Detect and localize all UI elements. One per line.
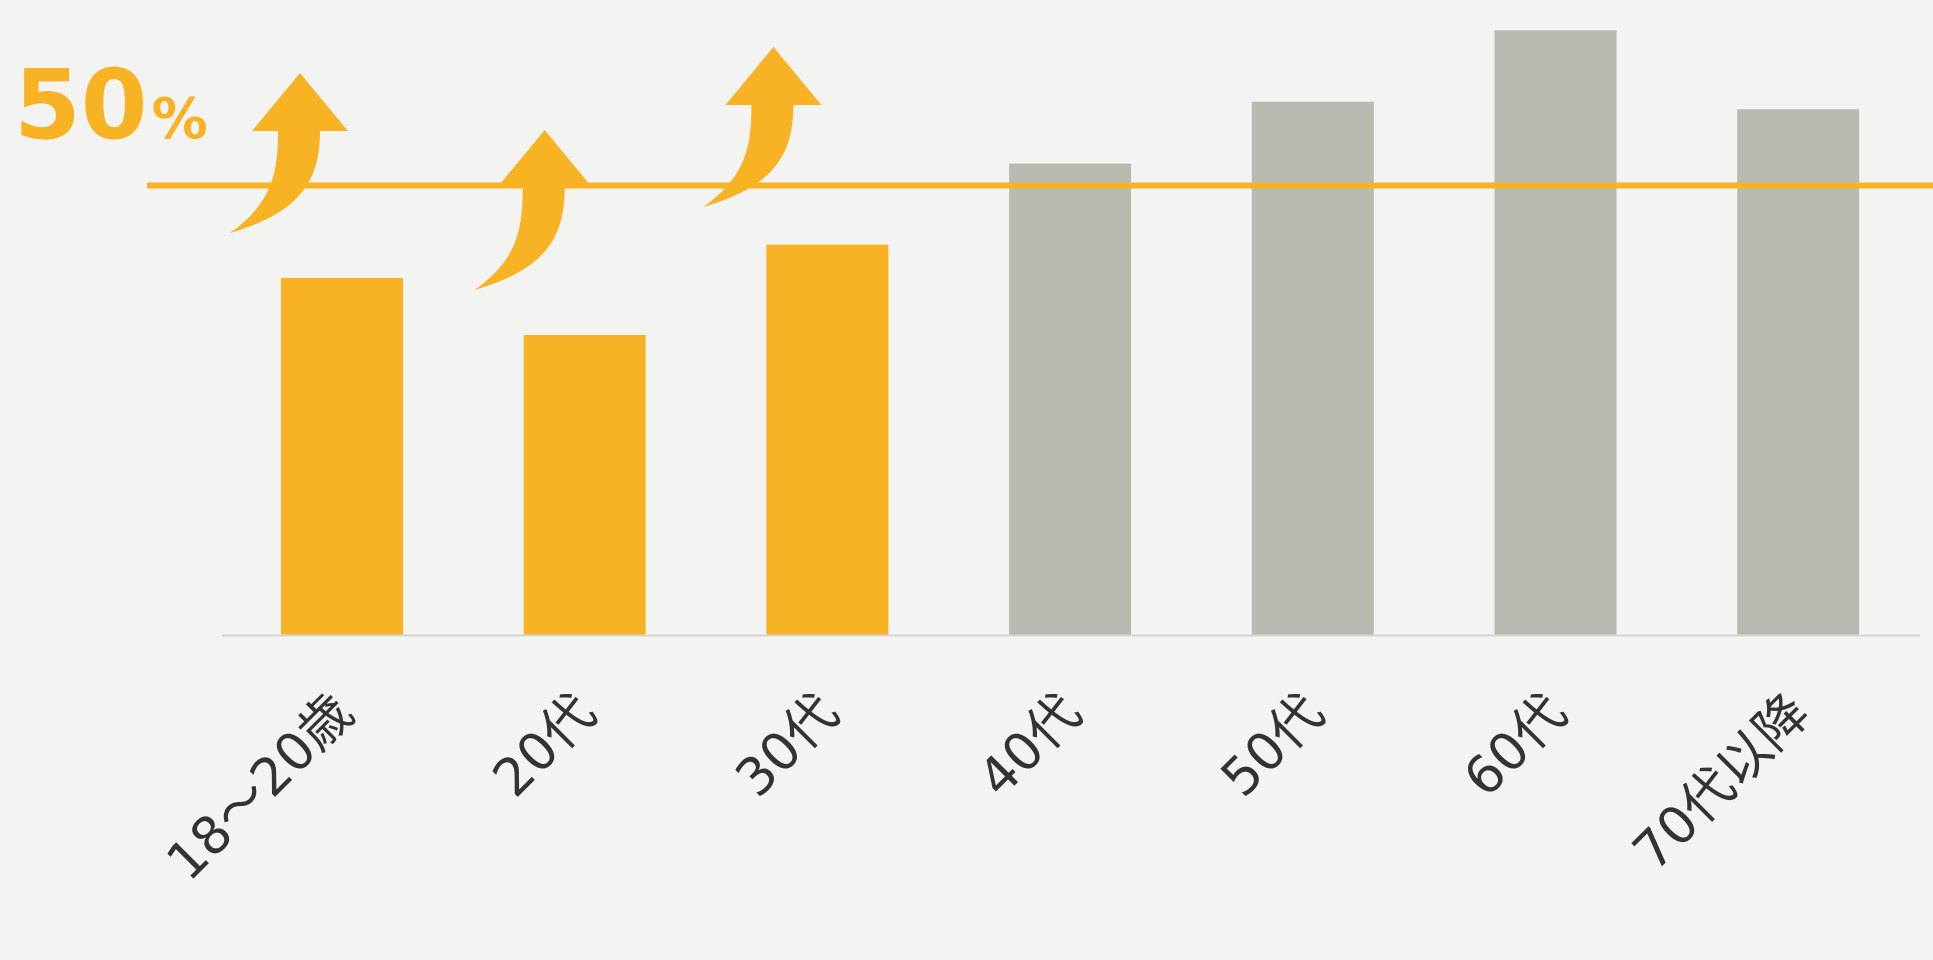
reference-line-label: 50% bbox=[14, 49, 208, 161]
bar-6 bbox=[1737, 109, 1860, 636]
bar-3 bbox=[1009, 163, 1132, 635]
bar-4 bbox=[1251, 101, 1374, 635]
bar-5 bbox=[1494, 30, 1617, 636]
bar-0 bbox=[281, 277, 403, 635]
up-arrow-icon-2 bbox=[703, 47, 822, 207]
up-arrow-icon-0 bbox=[230, 73, 348, 233]
up-arrow-icon-1 bbox=[474, 130, 593, 290]
bars-layer bbox=[281, 30, 1860, 636]
bar-2 bbox=[766, 244, 889, 635]
arrows-layer bbox=[230, 47, 822, 290]
bar-1 bbox=[523, 335, 646, 635]
